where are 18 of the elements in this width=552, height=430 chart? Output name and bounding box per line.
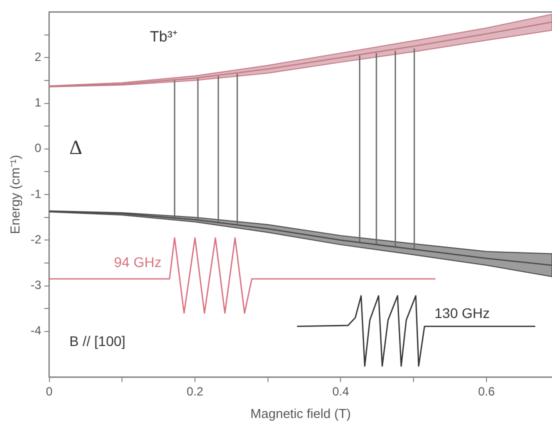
y-tick-label: -2 xyxy=(30,232,42,246)
x-tick-label: 0.6 xyxy=(478,384,496,399)
annotation: B // [100] xyxy=(69,333,126,350)
y-tick-label: 1 xyxy=(34,96,42,110)
y-tick-label: 2 xyxy=(34,50,42,64)
y-tick-label: -4 xyxy=(30,324,42,338)
y-tick-label: -3 xyxy=(30,278,42,292)
annotation: Tb³⁺ xyxy=(150,28,178,46)
y-axis-title: Energy (cm⁻¹) xyxy=(7,154,22,234)
y-tick-label: -1 xyxy=(30,186,42,201)
annotation: Δ xyxy=(69,137,82,160)
x-axis-title: Magnetic field (T) xyxy=(250,406,351,421)
x-tick-label: 0.4 xyxy=(332,384,350,399)
series-label: 94 GHz xyxy=(114,254,162,270)
x-tick-label: 0 xyxy=(46,384,53,399)
x-tick-label: 0.2 xyxy=(186,384,204,399)
y-tick-label: 0 xyxy=(34,141,42,156)
series-label: 130 GHz xyxy=(434,305,490,322)
